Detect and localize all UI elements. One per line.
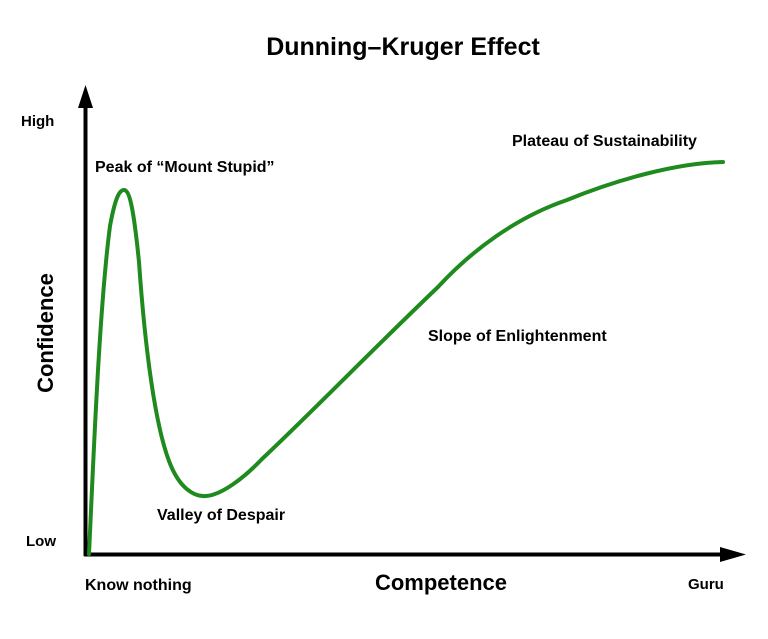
annotation-valley: Valley of Despair	[157, 507, 285, 524]
y-axis-arrow-up-icon	[78, 85, 93, 108]
dk-curve	[87, 160, 725, 556]
chart-title: Dunning–Kruger Effect	[266, 33, 540, 61]
y-tick-low: Low	[26, 533, 56, 550]
y-axis-label: Confidence	[33, 273, 58, 393]
annotation-peak: Peak of “Mount Stupid”	[95, 159, 275, 176]
annotation-plateau: Plateau of Sustainability	[512, 133, 697, 150]
x-tick-know-nothing: Know nothing	[85, 577, 192, 594]
x-axis-label: Competence	[375, 570, 507, 595]
y-tick-high: High	[21, 113, 54, 130]
x-tick-guru: Guru	[688, 576, 724, 593]
annotation-slope: Slope of Enlightenment	[428, 328, 607, 345]
x-axis-arrow-right-icon	[720, 547, 746, 562]
